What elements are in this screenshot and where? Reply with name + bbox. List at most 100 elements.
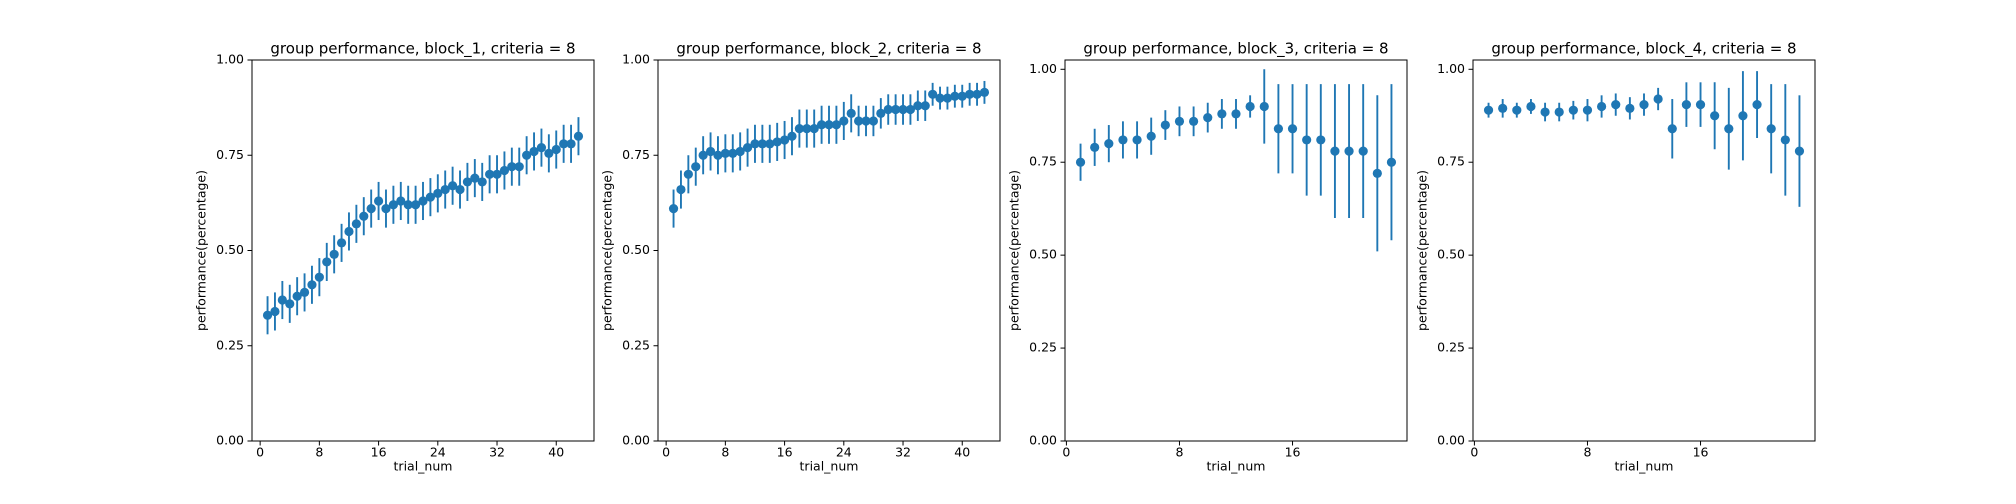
data-point: [359, 211, 369, 221]
data-point: [1724, 124, 1734, 134]
axes-frame: [1472, 59, 1816, 442]
axes-frame: [251, 59, 595, 442]
data-point: [462, 177, 473, 187]
data-point: [433, 188, 443, 198]
data-point: [765, 139, 775, 149]
data-point: [705, 146, 716, 157]
y-tick-label: 0.75: [216, 147, 244, 162]
data-point: [381, 203, 391, 214]
data-point: [448, 181, 458, 191]
data-point: [373, 196, 384, 206]
data-point: [772, 137, 782, 147]
data-point: [536, 143, 547, 153]
data-point: [713, 150, 723, 160]
data-point: [351, 219, 361, 229]
data-point: [1090, 142, 1100, 152]
y-tick-label: 0.50: [622, 242, 650, 257]
x-tick-label: 0: [256, 445, 264, 460]
y-tick-label: 0.75: [1029, 154, 1057, 169]
data-point: [905, 104, 916, 115]
data-point: [928, 89, 938, 99]
data-point: [1710, 111, 1720, 121]
data-point: [507, 162, 517, 172]
data-point: [477, 177, 487, 187]
data-point: [1512, 105, 1522, 115]
x-tick-label: 0: [1062, 445, 1070, 460]
data-point: [1217, 109, 1227, 119]
data-point: [514, 162, 524, 172]
y-tick-label: 0.25: [622, 337, 650, 352]
y-tick-label: 1.00: [1029, 61, 1057, 76]
data-point: [1681, 100, 1691, 110]
data-point: [942, 93, 953, 103]
data-point: [913, 101, 923, 111]
data-point: [728, 148, 738, 158]
y-tick-label: 0.50: [1029, 247, 1057, 262]
data-point: [935, 93, 945, 103]
y-tick-label: 1.00: [1437, 61, 1465, 76]
data-point: [1358, 146, 1368, 156]
data-point: [559, 139, 569, 149]
y-tick-label: 0.25: [216, 337, 244, 352]
y-tick-label: 0.50: [1437, 247, 1465, 262]
data-point: [314, 272, 324, 282]
data-point: [1695, 100, 1706, 110]
data-point: [1287, 124, 1298, 134]
y-tick-label: 0.25: [1029, 340, 1057, 355]
data-point: [299, 287, 310, 298]
x-tick-label: 24: [430, 445, 446, 460]
y-tick-label: 0.00: [622, 433, 650, 448]
data-point: [846, 108, 856, 118]
data-point: [1625, 103, 1635, 113]
data-point: [1231, 109, 1241, 119]
data-point: [854, 116, 864, 126]
data-point: [322, 257, 332, 267]
x-tick-label: 8: [315, 445, 323, 460]
data-point: [1639, 100, 1649, 110]
chart-title: group performance, block_2, criteria = 8: [676, 40, 981, 59]
axes-frame: [1064, 59, 1408, 442]
x-tick-label: 16: [777, 445, 793, 460]
data-point: [950, 91, 960, 101]
y-axis-label: performance(percentage): [194, 170, 209, 331]
data-point: [1526, 101, 1536, 112]
chart-title: group performance, block_4, criteria = 8: [1491, 40, 1796, 59]
data-point: [1554, 107, 1564, 117]
data-point: [277, 295, 287, 305]
data-point: [809, 123, 819, 134]
data-point: [816, 120, 827, 130]
data-point: [965, 89, 975, 99]
data-point: [344, 226, 354, 237]
data-point: [396, 196, 406, 206]
data-point: [1203, 113, 1213, 123]
data-point: [839, 116, 849, 126]
data-point: [1344, 146, 1354, 156]
data-point: [794, 123, 804, 134]
x-tick-label: 8: [1175, 445, 1183, 460]
data-point: [876, 108, 886, 118]
y-axis-label: performance(percentage): [600, 170, 615, 331]
data-point: [1780, 135, 1790, 145]
data-point: [1132, 135, 1142, 145]
data-point: [470, 173, 480, 183]
data-point: [698, 150, 708, 160]
data-point: [1483, 105, 1494, 115]
y-tick-label: 0.50: [216, 242, 244, 257]
x-tick-label: 0: [662, 445, 670, 460]
y-tick-label: 0.25: [1437, 340, 1465, 355]
data-point: [529, 146, 539, 157]
data-point: [802, 123, 812, 134]
data-point: [1245, 101, 1255, 112]
chart-title: group performance, block_3, criteria = 8: [1083, 40, 1388, 59]
data-point: [1752, 100, 1762, 110]
data-point: [898, 104, 908, 115]
data-point: [920, 101, 930, 111]
data-point: [1386, 157, 1397, 167]
data-point: [336, 238, 347, 248]
x-axis-label: trial_num: [1207, 459, 1266, 474]
data-point: [1259, 101, 1269, 112]
data-point: [1160, 120, 1170, 130]
data-point: [1568, 105, 1578, 115]
data-point: [418, 196, 428, 206]
data-point: [499, 165, 510, 176]
